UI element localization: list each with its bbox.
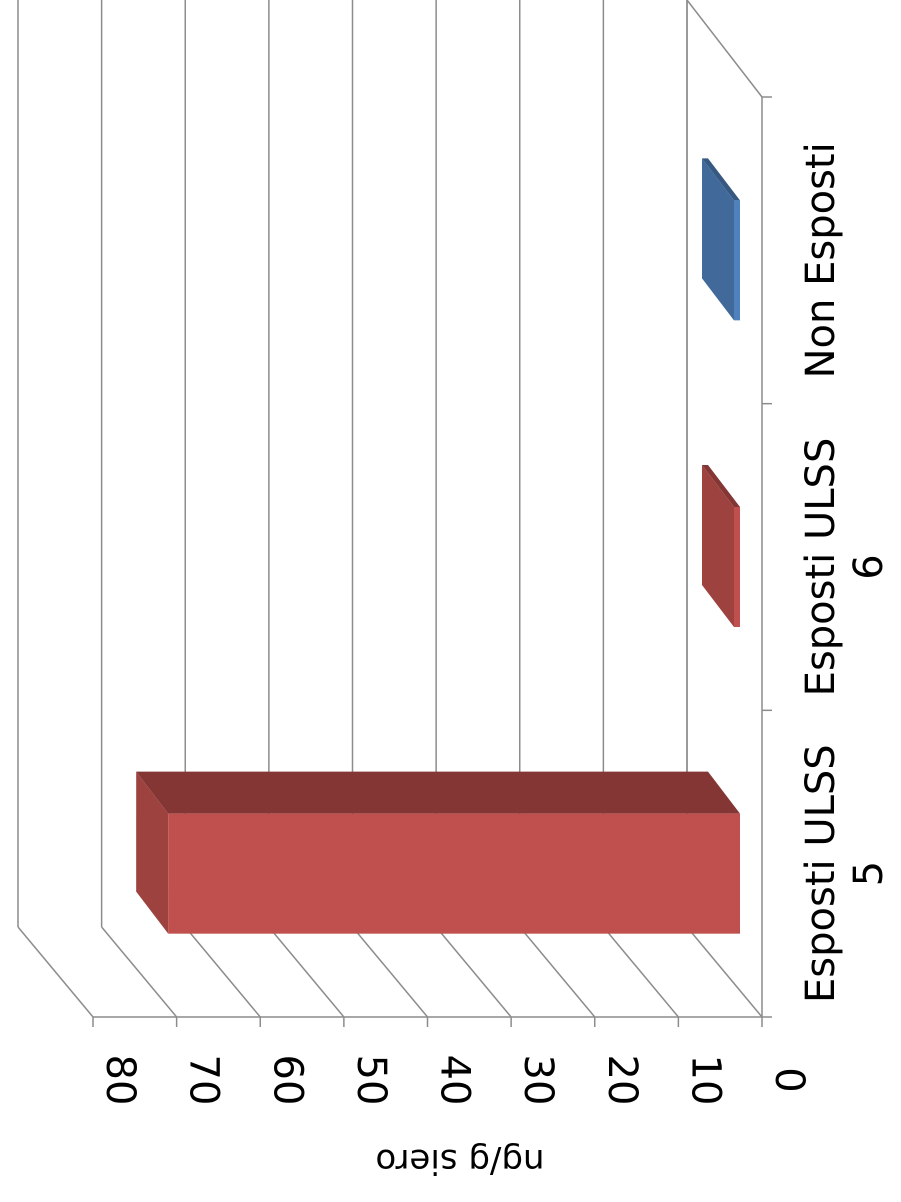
y-tick-label: 40 [432,1055,478,1106]
bars [136,158,741,934]
category-label: Esposti ULSS5 [798,744,892,1003]
bar-side [702,465,740,507]
y-tick-label: 60 [264,1055,310,1106]
category-label: Esposti ULSS6 [798,438,892,697]
y-tick-labels: 0 10 20 30 40 50 60 70 80 [97,1055,812,1106]
y-axis-title: ng/g siero [375,1141,544,1181]
floor-top-edge [686,0,763,98]
y-tick-label: 50 [348,1055,394,1106]
gridline-80 [17,0,94,1018]
category-label-line: 6 [846,554,892,579]
bar-3 [702,158,740,321]
y-tick-label: 0 [766,1067,812,1092]
category-label: Non Esposti [798,142,844,378]
bar-2 [702,465,740,627]
y-tick-label: 80 [97,1055,143,1106]
y-tick-label: 10 [682,1055,728,1106]
gridline-70 [100,0,178,1018]
category-label-line: 5 [846,861,892,886]
bar-front [734,200,740,321]
bar-end [702,465,734,627]
y-tick-label: 20 [599,1055,645,1106]
bar-end [136,771,169,934]
bar-end [702,158,734,321]
y-tick-label: 30 [515,1055,561,1106]
bar-side [702,158,740,201]
bar-1 [136,771,741,934]
bar-front [168,813,741,934]
category-label-line: Esposti ULSS [798,438,844,697]
bar-front [734,507,740,627]
y-tick-label: 70 [181,1055,227,1106]
category-label-line: Non Esposti [798,142,844,378]
bar-side [136,771,741,814]
category-label-line: Esposti ULSS [798,744,844,1003]
